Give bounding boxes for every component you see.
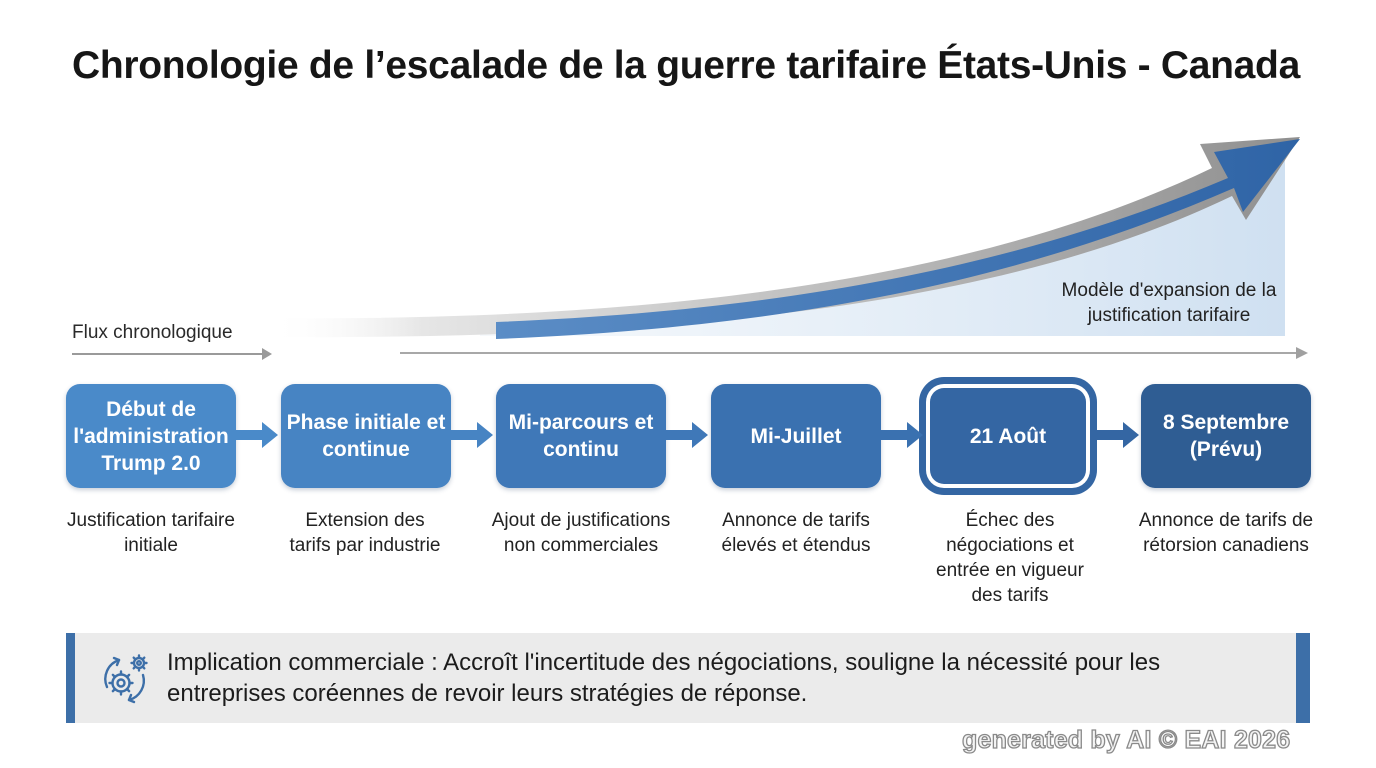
step-description-4: Annonce de tarifs élevés et étendus	[721, 510, 871, 556]
arrow-right-icon	[1097, 422, 1139, 448]
expansion-model-label: Modèle d'expansion de la justification t…	[1061, 280, 1277, 326]
implication-text: Implication commerciale : Accroît l'ince…	[167, 649, 1161, 707]
timeline-arrow	[400, 347, 1308, 359]
page-title: Chronologie de l’escalade de la guerre t…	[72, 44, 1300, 87]
step-box-6: 8 Septembre (Prévu)	[1141, 384, 1311, 488]
arrow-right-icon	[451, 422, 493, 448]
arrow-right-icon	[236, 422, 278, 448]
step-box-3: Mi-parcours et continu	[496, 384, 666, 488]
step-description-3: Ajout de justifications non commerciales	[491, 510, 671, 556]
step-description-1: Justification tarifaire initiale	[67, 510, 235, 556]
arrow-right-icon	[881, 422, 923, 448]
implication-banner: Implication commerciale : Accroît l'ince…	[66, 633, 1310, 723]
step-description-6: Annonce de tarifs de rétorsion canadiens	[1138, 510, 1314, 556]
arrow-right-icon	[666, 422, 708, 448]
watermark: generated by AI © EAI 2026	[961, 725, 1291, 754]
gear-cycle-icon	[104, 654, 148, 704]
blue-trend-arrow	[496, 139, 1300, 339]
step-description-5: Échec des négociations et entrée en vigu…	[936, 510, 1084, 606]
flow-label: Flux chronologique	[72, 322, 233, 343]
step-box-1: Début de l'administration Trump 2.0	[66, 384, 236, 488]
flow-arrow-short	[72, 348, 272, 360]
step-box-4: Mi-Juillet	[711, 384, 881, 488]
step-box-2: Phase initiale et continue	[281, 384, 451, 488]
step-box-5: 21 Août	[930, 388, 1086, 484]
trend-area	[480, 150, 1285, 336]
step-description-2: Extension des tarifs par industrie	[289, 510, 441, 556]
